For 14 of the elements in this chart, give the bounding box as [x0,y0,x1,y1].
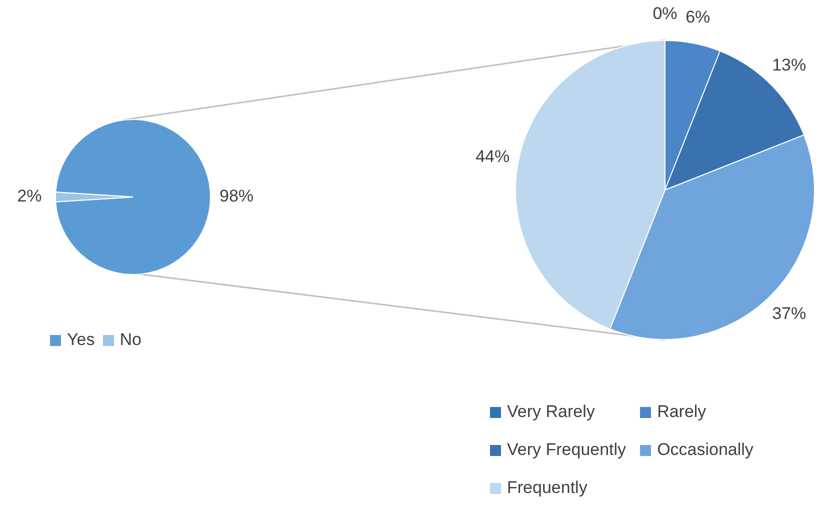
data-label: 44% [476,146,510,166]
legend-label: Very Rarely [506,402,596,422]
text: 0% [652,4,678,24]
legend-label: Yes [66,330,95,350]
legend-label: Frequently [506,478,588,498]
data-label: 6% [686,7,710,26]
data-label: 98% [219,186,254,206]
legend-label: Rarely [656,402,708,422]
legend-label: Occasionally [656,440,754,460]
data-label: 2% [17,186,42,206]
legend-label: No [118,330,142,350]
legend-label: Very Frequently [506,440,626,460]
data-label: 13% [772,56,806,75]
data-label: 37% [772,304,806,323]
